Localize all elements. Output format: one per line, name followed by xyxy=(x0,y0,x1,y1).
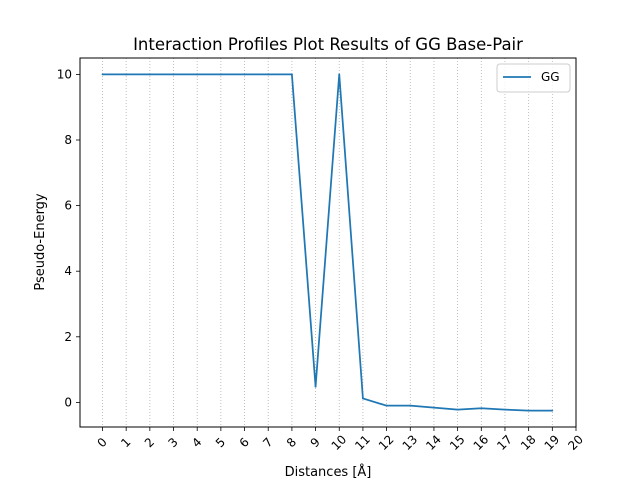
data-point xyxy=(338,73,341,76)
y-axis-label: Pseudo-Energy xyxy=(33,193,48,291)
series-line-gg xyxy=(102,73,553,412)
x-axis-label: Distances [Å] xyxy=(285,464,372,480)
data-point xyxy=(551,409,554,412)
legend-label-gg: GG xyxy=(541,70,560,84)
data-point xyxy=(290,73,293,76)
data-point xyxy=(314,385,317,388)
data-point xyxy=(385,404,388,407)
y-tick-label: 0 xyxy=(64,395,72,409)
data-point xyxy=(267,73,270,76)
y-tick-label: 10 xyxy=(57,67,72,81)
data-point xyxy=(480,407,483,410)
y-tick-label: 8 xyxy=(64,133,72,147)
data-point xyxy=(125,73,128,76)
plot-frame xyxy=(79,57,577,428)
data-point xyxy=(172,73,175,76)
data-point xyxy=(456,408,459,411)
data-point xyxy=(409,404,412,407)
data-point xyxy=(243,73,246,76)
legend: GG xyxy=(496,63,571,93)
data-point xyxy=(196,73,199,76)
data-point xyxy=(504,408,506,411)
legend-box xyxy=(496,63,571,93)
chart-title: Interaction Profiles Plot Results of GG … xyxy=(133,35,523,54)
data-point xyxy=(527,409,530,412)
data-point xyxy=(101,73,104,76)
y-tick-label: 6 xyxy=(64,199,72,213)
series-layer xyxy=(101,73,554,412)
data-point xyxy=(433,406,435,409)
y-axis: 0 2 4 6 8 10 xyxy=(57,67,80,409)
data-point xyxy=(148,73,151,76)
y-tick-label: 2 xyxy=(64,330,72,344)
y-tick-label: 4 xyxy=(64,264,72,278)
data-point xyxy=(219,73,222,76)
data-point xyxy=(362,397,364,400)
